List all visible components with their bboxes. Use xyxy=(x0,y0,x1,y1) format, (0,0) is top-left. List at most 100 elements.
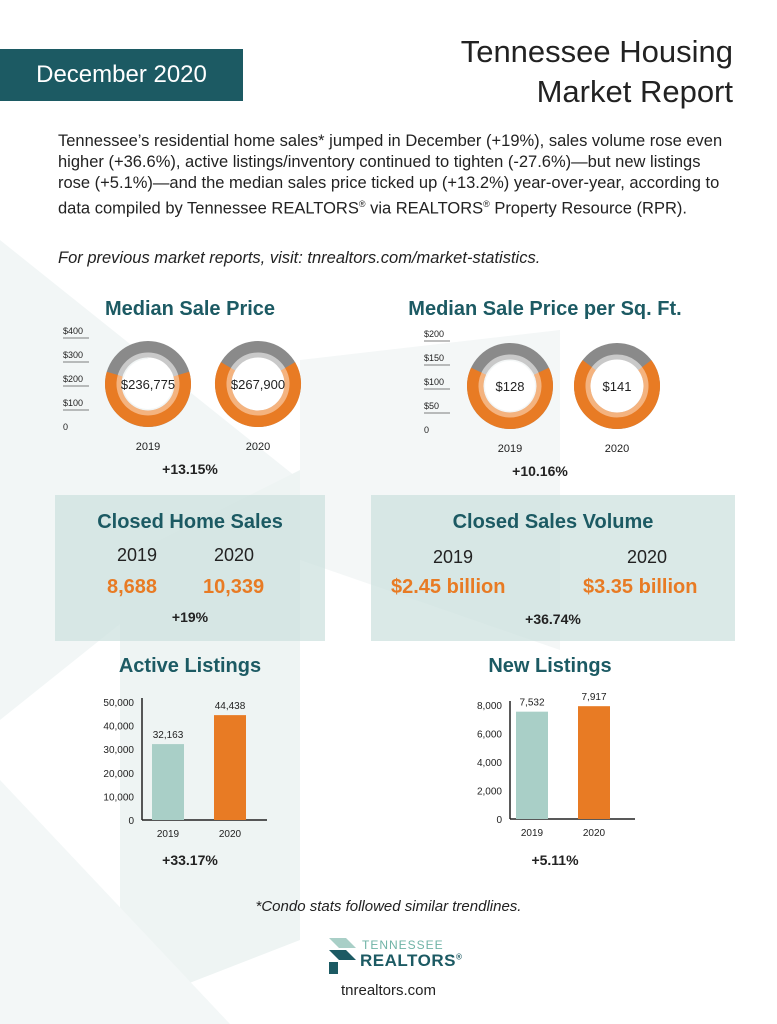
donut-center xyxy=(485,361,535,411)
closed-sales-panel: Closed Home Sales 2019 2020 8,688 10,339… xyxy=(55,495,325,641)
donut-value-arc xyxy=(585,367,649,418)
median-price-donuts: $236,775 2019 $267,900 2020 xyxy=(105,341,301,453)
active-listings-title: Active Listings xyxy=(118,655,262,677)
donut-value-label: $141 xyxy=(603,379,632,394)
closed-volume-value-2020: $3.35 billion xyxy=(583,576,698,598)
report-date: December 2020 xyxy=(36,61,207,88)
scale-label: $300 xyxy=(63,350,83,360)
median-price-chart: $400 $300 $200 $100 0 $236,775 2019 $267,900 20… xyxy=(63,326,301,453)
median-sqft-donuts: $128 2019 $141 2020 xyxy=(467,343,660,455)
median-sqft-scale: $200 $150 $100 $50 0 xyxy=(424,329,450,435)
footnote: *Condo stats followed similar trendlines… xyxy=(255,898,522,915)
registered-mark: ® xyxy=(483,199,490,209)
y-tick-label: 8,000 xyxy=(477,701,502,712)
tn-realtors-logo-icon xyxy=(329,938,356,974)
logo-text-bottom: REALTORS® xyxy=(360,951,463,970)
median-sqft-chart: $200 $150 $100 $50 0 $128 2019 $141 2020 xyxy=(424,329,660,455)
closed-sales-year-2019: 2019 xyxy=(117,545,158,565)
closed-sales-change: +19% xyxy=(171,609,209,625)
donut-year-label: 2020 xyxy=(605,443,629,455)
donut-year-label: 2019 xyxy=(136,441,160,453)
y-tick-label: 4,000 xyxy=(477,758,502,769)
scale-label: $50 xyxy=(424,401,439,411)
active-listings-chart: 0 10,000 20,000 30,000 40,000 50,000 32,163 201… xyxy=(103,698,267,840)
scale-label: $400 xyxy=(63,326,83,336)
intro-paragraph: Tennessee’s residential home sales* jump… xyxy=(58,131,728,220)
scale-label: $100 xyxy=(63,398,83,408)
closed-sales-title: Closed Home Sales xyxy=(97,511,283,533)
donut-value-arc xyxy=(215,362,301,427)
page-title-line2: Market Report xyxy=(536,74,733,109)
report-date-badge: December 2020 xyxy=(0,49,243,101)
y-tick-label: 50,000 xyxy=(103,698,134,709)
bar-value-label: 32,163 xyxy=(153,730,184,741)
bar-value-label: 7,532 xyxy=(519,698,544,709)
logo-text-top: TENNESSEE xyxy=(362,938,444,952)
donut-value-arc xyxy=(226,367,290,416)
y-tick-label: 0 xyxy=(128,816,134,827)
bar xyxy=(152,744,184,820)
y-tick-label: 20,000 xyxy=(103,769,134,780)
previous-reports-note: For previous market reports, visit: tnre… xyxy=(58,249,541,267)
y-tick-label: 2,000 xyxy=(477,787,502,798)
closed-volume-change: +36.74% xyxy=(525,611,581,627)
new-listings-change: +5.11% xyxy=(531,852,579,868)
active-listings-plot: 0 10,000 20,000 30,000 40,000 50,000 32,163 201… xyxy=(103,698,267,840)
donut-year-label: 2019 xyxy=(498,443,522,455)
donut-value-label: $236,775 xyxy=(121,377,175,392)
closed-volume-title: Closed Sales Volume xyxy=(452,511,654,533)
closed-sales-year-2020: 2020 xyxy=(214,545,255,565)
closed-sales-value-2019: 8,688 xyxy=(107,576,158,598)
tn-realtors-logo: TENNESSEE REALTORS® xyxy=(326,936,462,980)
donut-value-label: $128 xyxy=(496,379,525,394)
registered-mark: ® xyxy=(358,199,366,209)
donut-center xyxy=(592,361,642,411)
bar xyxy=(214,715,246,820)
closed-volume-value-2019: $2.45 billion xyxy=(391,576,506,598)
bar-value-label: 7,917 xyxy=(581,692,606,703)
y-tick-label: 30,000 xyxy=(103,745,134,756)
scale-label: $150 xyxy=(424,353,444,363)
page-title: Tennessee Housing Market Report xyxy=(461,32,733,112)
donut-value-arc xyxy=(478,372,542,418)
bar xyxy=(578,706,610,819)
donut-value-arc xyxy=(574,360,660,429)
scale-label: $100 xyxy=(424,377,444,387)
intro-text-2: via REALTORS xyxy=(365,199,484,218)
x-tick-label: 2019 xyxy=(157,829,180,840)
median-sqft-title: Median Sale Price per Sq. Ft. xyxy=(408,298,682,320)
donut-value-label: $267,900 xyxy=(231,377,285,392)
donut-value-arc xyxy=(116,375,180,416)
donut-value-arc xyxy=(467,367,553,429)
donut-year-label: 2020 xyxy=(246,441,270,453)
y-tick-label: 6,000 xyxy=(477,730,502,741)
median-sqft-change: +10.16% xyxy=(512,463,568,479)
closed-volume-year-2019: 2019 xyxy=(433,547,474,567)
website-link[interactable]: tnrealtors.com xyxy=(340,982,437,999)
median-price-title: Median Sale Price xyxy=(104,298,276,320)
intro-text-3: Property Resource (RPR). xyxy=(489,199,687,218)
scale-label: 0 xyxy=(63,422,68,432)
closed-sales-value-2020: 10,339 xyxy=(203,576,265,598)
y-tick-label: 40,000 xyxy=(103,722,134,733)
scale-label: $200 xyxy=(424,329,444,339)
new-listings-chart: 0 2,000 4,000 6,000 8,000 7,532 2019 7,917 2020 xyxy=(477,692,635,839)
bar-value-label: 44,438 xyxy=(215,701,246,712)
bar xyxy=(516,711,548,819)
page-title-line1: Tennessee Housing xyxy=(460,34,733,69)
y-tick-label: 0 xyxy=(496,815,502,826)
median-price-scale: $400 $300 $200 $100 0 xyxy=(63,326,89,432)
new-listings-plot: 0 2,000 4,000 6,000 8,000 7,532 2019 7,917 2020 xyxy=(477,692,635,839)
median-price-change: +13.15% xyxy=(162,461,218,477)
donut-center xyxy=(123,359,173,409)
intro-text-1: Tennessee’s residential home sales* jump… xyxy=(58,132,723,218)
x-tick-label: 2019 xyxy=(521,828,544,839)
x-tick-label: 2020 xyxy=(219,829,242,840)
scale-label: $200 xyxy=(63,374,83,384)
closed-volume-year-2020: 2020 xyxy=(627,547,668,567)
y-tick-label: 10,000 xyxy=(103,792,134,803)
new-listings-title: New Listings xyxy=(488,655,612,677)
donut-value-arc xyxy=(105,371,191,427)
active-listings-change: +33.17% xyxy=(162,852,218,868)
x-tick-label: 2020 xyxy=(583,828,606,839)
